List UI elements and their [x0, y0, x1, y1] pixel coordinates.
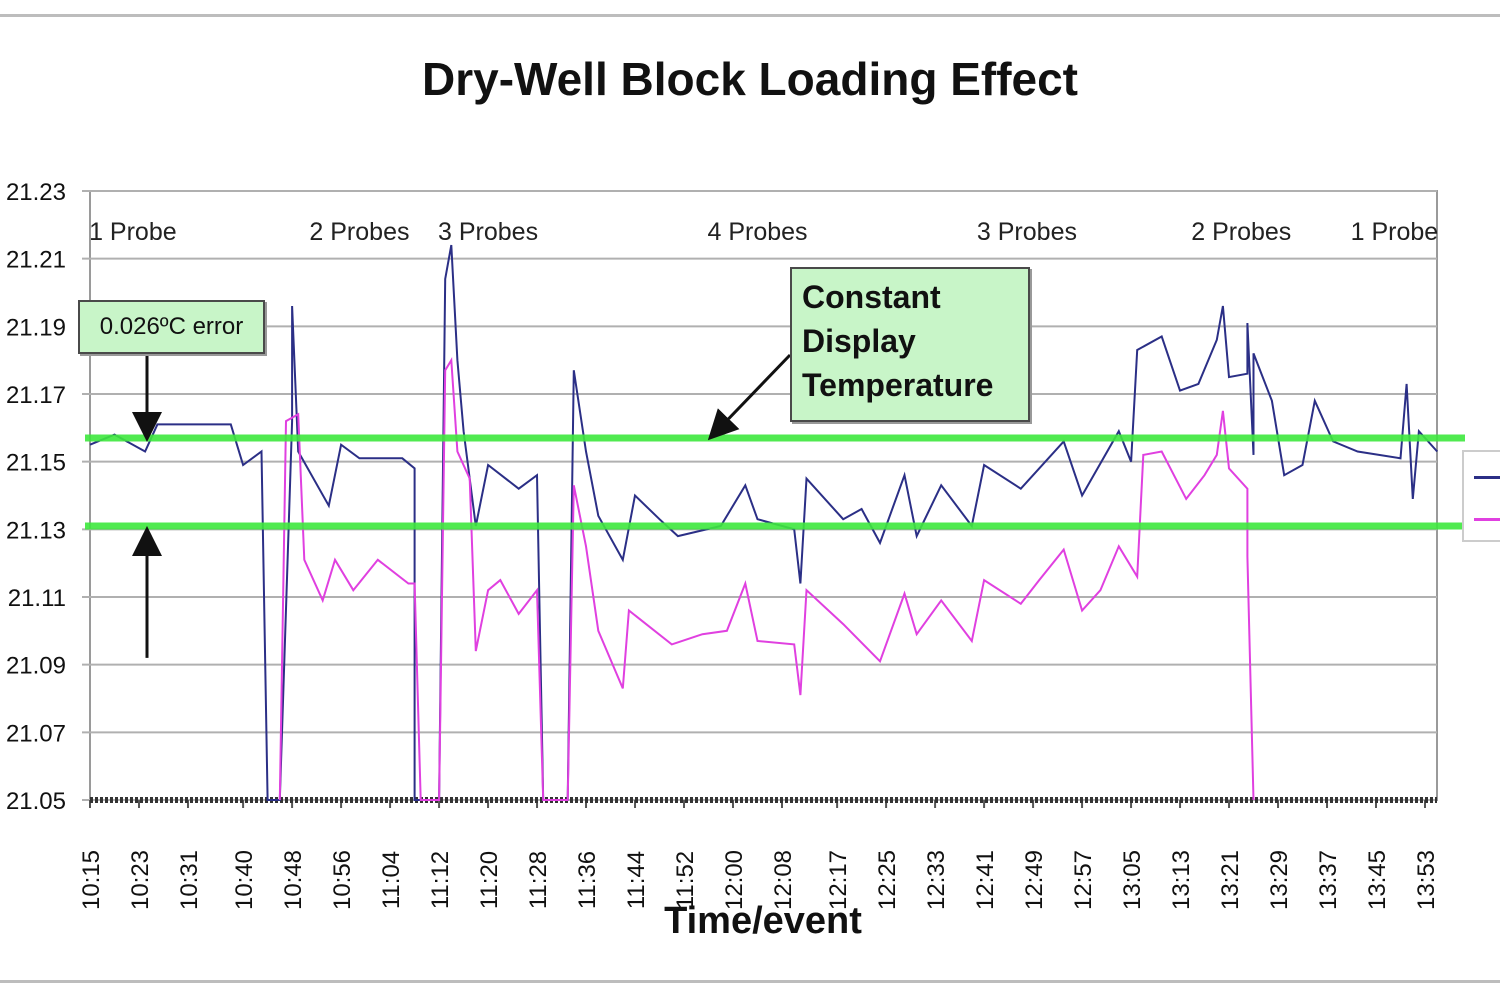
series-1-line — [89, 244, 1438, 801]
x-tick-label: 10:56 — [329, 850, 356, 910]
x-tick-label: 11:52 — [672, 851, 699, 909]
legend-series-1-swatch — [1474, 476, 1500, 479]
x-tick-label: 12:08 — [770, 850, 797, 910]
x-tick-label: 12:17 — [825, 850, 852, 910]
series-2-line — [278, 356, 1255, 801]
probe-count-label: 4 Probes — [707, 218, 807, 246]
x-tick-label: 11:20 — [476, 851, 503, 909]
x-axis-label: Time/event — [664, 900, 862, 942]
probe-count-label: 2 Probes — [1191, 218, 1291, 246]
x-tick-label: 13:37 — [1315, 850, 1342, 910]
y-tick-label: 21.15 — [6, 450, 66, 477]
y-tick-label: 21.05 — [6, 788, 66, 815]
y-tick-label: 21.17 — [6, 382, 66, 409]
legend — [1462, 450, 1500, 542]
x-tick-label: 13:53 — [1413, 850, 1440, 910]
x-tick-label: 13:29 — [1266, 850, 1293, 910]
x-tick-label: 10:31 — [176, 850, 203, 910]
x-tick-label: 11:28 — [525, 851, 552, 909]
x-tick-label: 10:23 — [127, 850, 154, 910]
y-tick-label: 21.23 — [6, 179, 66, 206]
probe-count-label: 1 Probe — [1351, 218, 1439, 246]
x-tick-label: 11:04 — [378, 851, 405, 909]
x-tick-label: 10:48 — [280, 850, 307, 910]
x-tick-label: 12:33 — [923, 850, 950, 910]
constant-display-callout: Constant Display Temperature — [790, 267, 1030, 422]
callout-line: Temperature — [802, 367, 994, 403]
callout-line: Constant — [802, 279, 941, 315]
y-tick-label: 21.13 — [6, 517, 66, 544]
top-border — [0, 14, 1500, 17]
error-callout: 0.026ºC error — [78, 300, 265, 354]
x-tick-label: 12:57 — [1070, 850, 1097, 910]
y-tick-label: 21.07 — [6, 720, 66, 747]
x-tick-label: 10:15 — [78, 850, 105, 910]
x-tick-label: 12:25 — [874, 850, 901, 910]
y-tick-label: 21.19 — [6, 314, 66, 341]
probe-count-label: 2 Probes — [309, 218, 409, 246]
x-tick-label: 11:44 — [623, 851, 650, 909]
chart-title: Dry-Well Block Loading Effect — [421, 53, 1079, 105]
callout-line: Display — [802, 323, 916, 359]
arrow-pointer-icon — [707, 353, 792, 441]
x-tick-label: 13:13 — [1168, 850, 1195, 910]
plot-area — [89, 190, 1438, 801]
x-tick-label: 11:12 — [427, 851, 454, 909]
x-tick-label: 12:00 — [721, 850, 748, 910]
y-tick-label: 21.21 — [6, 247, 66, 274]
x-tick-label: 12:49 — [1021, 850, 1048, 910]
probe-count-label: 1 Probe — [89, 218, 177, 246]
x-tick-label: 10:40 — [231, 850, 258, 910]
probe-count-label: 3 Probes — [438, 218, 538, 246]
legend-series-2-swatch — [1474, 518, 1500, 521]
x-tick-label: 13:21 — [1217, 850, 1244, 910]
x-tick-label: 11:36 — [574, 851, 601, 909]
bottom-border — [0, 980, 1500, 983]
x-tick-label: 12:41 — [972, 850, 999, 910]
x-tick-label: 13:45 — [1364, 850, 1391, 910]
y-tick-label: 21.09 — [6, 653, 66, 680]
x-tick-label: 13:05 — [1119, 850, 1146, 910]
probe-count-label: 3 Probes — [977, 218, 1077, 246]
y-tick-label: 21.11 — [8, 585, 66, 612]
